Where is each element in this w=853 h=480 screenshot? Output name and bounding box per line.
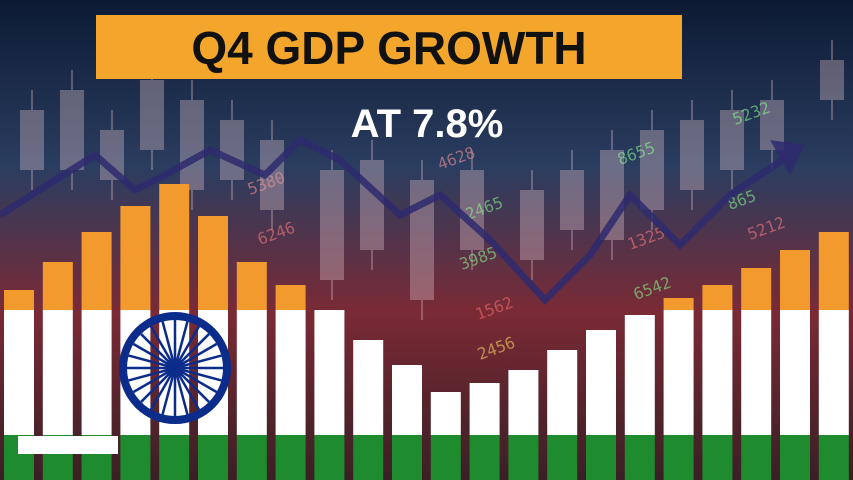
bar (508, 370, 539, 480)
candle-body (720, 110, 744, 170)
bar (314, 310, 345, 480)
chakra-spoke (174, 342, 218, 370)
bar (236, 262, 267, 480)
candle-body (560, 170, 584, 230)
candle-body (820, 60, 844, 100)
chakra-spoke (161, 321, 177, 369)
bar (702, 285, 733, 480)
bar (818, 232, 849, 480)
chakra-spoke (174, 366, 222, 382)
chakra-spoke (174, 366, 218, 394)
chakra-spoke (174, 367, 210, 403)
bar (624, 315, 655, 480)
chakra-spoke (132, 366, 176, 394)
chakra-spoke (174, 333, 210, 369)
bar (547, 350, 578, 480)
logo-strip (18, 436, 118, 454)
chakra-spoke (128, 366, 176, 382)
chakra-spoke (173, 321, 189, 369)
chakra-spoke (140, 367, 176, 403)
bar (469, 383, 500, 480)
chakra-spoke (174, 354, 222, 370)
candle-body (680, 120, 704, 190)
bar (663, 298, 694, 480)
chakra-spoke (173, 367, 189, 415)
bar (353, 340, 384, 480)
candle-body (460, 170, 484, 250)
candle-body (180, 100, 204, 190)
chakra-spoke (132, 342, 176, 370)
chakra-spoke (161, 367, 177, 415)
chakra-spoke (173, 367, 201, 411)
candle-body (20, 110, 44, 170)
bar (430, 392, 461, 480)
candle-body (220, 120, 244, 180)
chakra-rim (119, 312, 231, 424)
candle-body (360, 160, 384, 250)
title: Q4 GDP GROWTH (191, 22, 586, 74)
candle-body (520, 190, 544, 260)
candle-body (320, 170, 344, 280)
ashoka-chakra (119, 312, 231, 424)
trend-arrow (0, 135, 792, 306)
bar (392, 365, 422, 480)
chakra-spoke (128, 354, 176, 370)
candle-body (640, 130, 664, 210)
bar (275, 285, 306, 480)
arrow-head (770, 140, 805, 175)
chakra-spoke (140, 333, 176, 369)
bar (741, 268, 772, 480)
candle-body (140, 80, 164, 150)
candle-body (60, 90, 84, 170)
chakra-spoke (149, 367, 177, 411)
chakra-spoke (149, 325, 177, 369)
subtitle: AT 7.8% (351, 102, 504, 146)
bar (586, 330, 616, 480)
chakra-spoke (173, 325, 201, 369)
bar (780, 250, 810, 480)
title-box (96, 15, 682, 79)
